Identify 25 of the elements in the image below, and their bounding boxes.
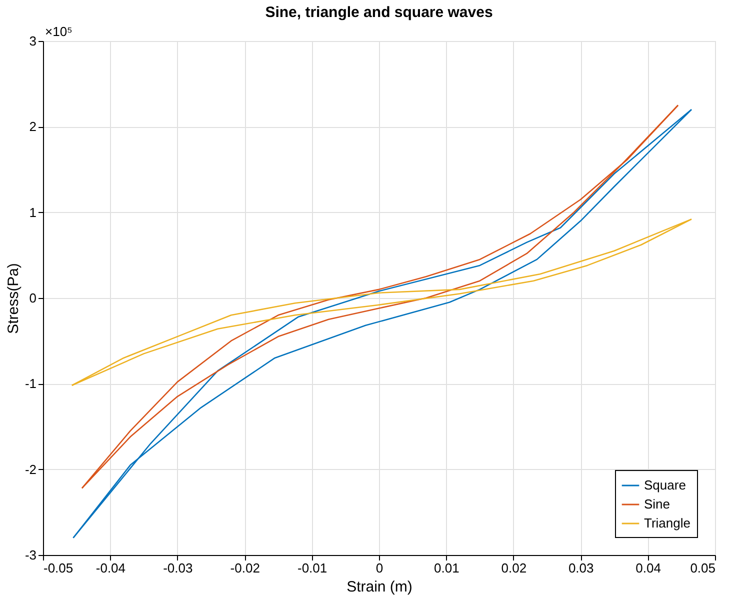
y-tick-label: 2 <box>29 119 36 134</box>
y-axis-title: Stress(Pa) <box>4 263 22 334</box>
legend-label: Square <box>644 478 686 492</box>
legend-label: Triangle <box>644 516 690 530</box>
x-tick-label: 0.04 <box>636 560 661 576</box>
x-tick-label: -0.05 <box>44 560 74 576</box>
x-tick-label: -0.01 <box>297 560 328 576</box>
x-tick-label: -0.04 <box>96 560 126 576</box>
x-tick-label: -0.02 <box>230 560 260 576</box>
x-tick-label: 0.01 <box>434 560 460 576</box>
x-tick-label: 0.05 <box>690 560 716 576</box>
legend-label: Sine <box>644 496 670 512</box>
x-tick-label: 0.02 <box>501 560 527 576</box>
y-tick-label: -1 <box>24 376 36 392</box>
text: ×10⁵ <box>45 24 72 39</box>
y-tick-label: 3 <box>29 34 36 48</box>
x-axis-title: Strain (m) <box>346 578 412 596</box>
y-tick-label: 0 <box>29 290 36 306</box>
y-tick-label: -2 <box>24 462 36 477</box>
x-tick-label: 0.03 <box>568 560 594 576</box>
y-tick-label: 1 <box>29 204 36 220</box>
x-tick-label: -0.03 <box>163 560 193 576</box>
chart-title: Sine, triangle and square waves <box>265 4 493 21</box>
x-tick-label: 0 <box>376 560 384 576</box>
y-tick-label: -3 <box>24 548 36 562</box>
